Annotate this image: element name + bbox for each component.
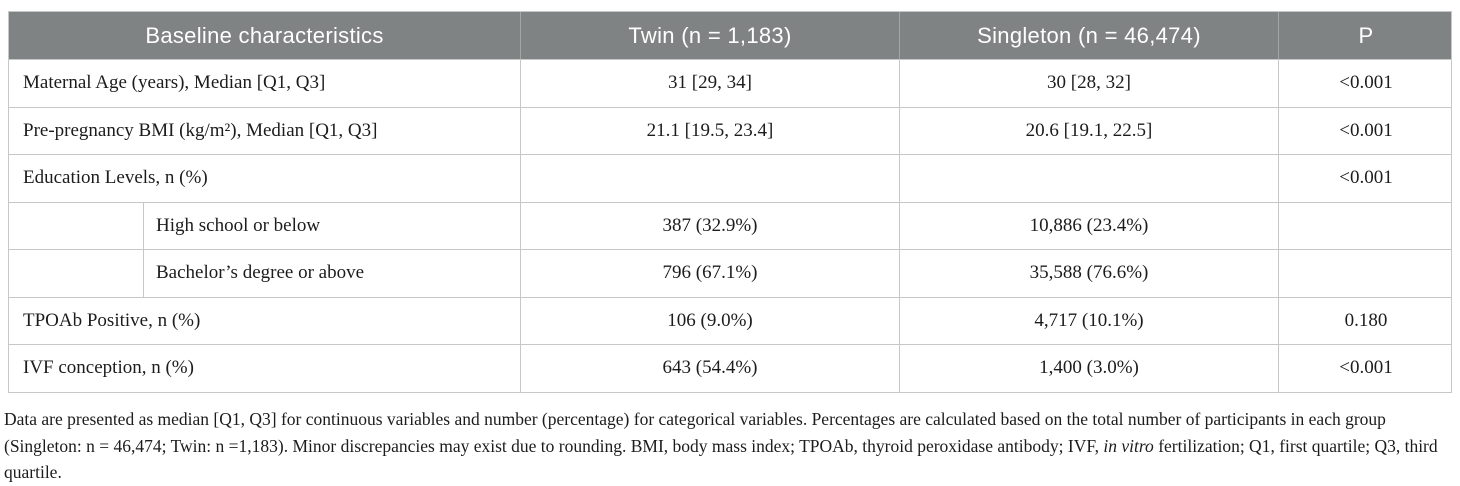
table-row-ivf: IVF conception, n (%) 643 (54.4%) 1,400 … [9,344,1451,392]
twin-value: 796 (67.1%) [521,250,900,297]
singleton-value: 1,400 (3.0%) [900,345,1279,392]
twin-value: 643 (54.4%) [521,345,900,392]
footnote-text-after-italic: fertilization; Q1, first quartile; Q3, t… [4,435,1438,483]
table-row-tpoab: TPOAb Positive, n (%) 106 (9.0%) 4,717 (… [9,296,1451,344]
twin-value: 387 (32.9%) [521,202,900,249]
twin-value [521,155,900,202]
row-label-cell: High school or below [9,202,521,249]
row-label: Bachelor’s degree or above [156,262,365,284]
row-label: TPOAb Positive, n (%) [9,297,521,344]
header-singleton: Singleton (n = 46,474) [900,12,1279,59]
indent-cell [9,250,144,297]
row-label-cell: Bachelor’s degree or above [9,250,521,297]
p-value [1279,250,1453,297]
singleton-value: 20.6 [19.1, 22.5] [900,107,1279,154]
header-twin: Twin (n = 1,183) [521,12,900,59]
p-value [1279,203,1453,250]
p-value: 0.180 [1344,309,1388,331]
p-value: <0.001 [1339,119,1393,141]
footnote-italic-in-vitro: in vitro [1103,435,1154,456]
p-value: <0.001 [1339,72,1393,94]
row-label: Maternal Age (years), Median [Q1, Q3] [9,60,521,107]
row-label: Education Levels, n (%) [9,155,521,202]
row-label: IVF conception, n (%) [9,345,521,392]
twin-value: 31 [29, 34] [521,60,900,107]
p-value: <0.001 [1339,167,1393,189]
indent-cell [9,202,144,249]
table-row-bachelors: Bachelor’s degree or above 796 (67.1%) 3… [9,249,1451,297]
singleton-value: 10,886 (23.4%) [900,202,1279,249]
table-row-bmi: Pre-pregnancy BMI (kg/m²), Median [Q1, Q… [9,106,1451,154]
row-label: High school or below [156,214,321,236]
header-p-value: P [1358,22,1374,48]
singleton-value: 30 [28, 32] [900,60,1279,107]
twin-value: 106 (9.0%) [521,297,900,344]
singleton-value [900,155,1279,202]
p-value: <0.001 [1339,357,1393,379]
table-row-education-levels: Education Levels, n (%) <0.001 [9,154,1451,202]
header-baseline-characteristics: Baseline characteristics [9,12,521,59]
table-row-high-school: High school or below 387 (32.9%) 10,886 … [9,201,1453,250]
table-row-maternal-age: Maternal Age (years), Median [Q1, Q3] 31… [9,59,1451,107]
singleton-value: 4,717 (10.1%) [900,297,1279,344]
table-body: Maternal Age (years), Median [Q1, Q3] 31… [9,59,1451,392]
baseline-characteristics-table: Baseline characteristics Twin (n = 1,183… [8,11,1452,393]
singleton-value: 35,588 (76.6%) [900,250,1279,297]
table-footnote: Data are presented as median [Q1, Q3] fo… [4,406,1456,486]
footnote-text-before-italic: Data are presented as median [Q1, Q3] fo… [4,409,1386,456]
twin-value: 21.1 [19.5, 23.4] [521,107,900,154]
row-label: Pre-pregnancy BMI (kg/m²), Median [Q1, Q… [9,107,521,154]
table-header-row: Baseline characteristics Twin (n = 1,183… [9,12,1451,59]
